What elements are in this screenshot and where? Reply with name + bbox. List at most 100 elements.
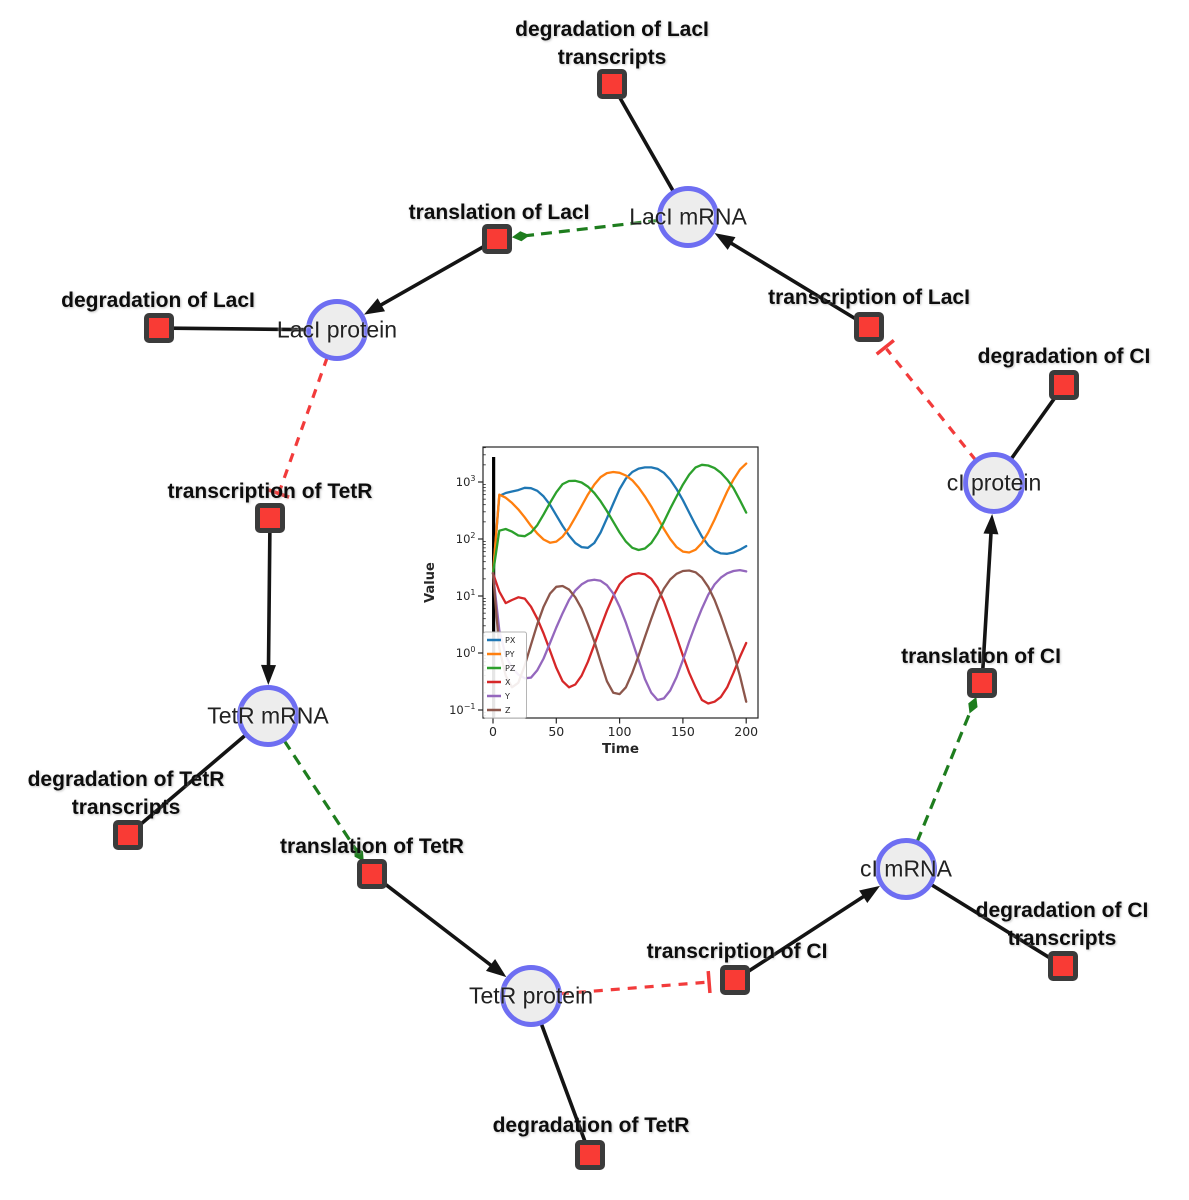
reaction-label-transl_tetr: translation of TetR <box>280 833 464 861</box>
legend-entry-Z: Z <box>505 706 511 715</box>
species-node-ci_mrna[interactable] <box>875 838 937 900</box>
reaction-label-deg_laci: degradation of LacI <box>61 287 255 315</box>
edge-laci_protein-deg_laci <box>170 326 310 332</box>
reaction-node-deg_laci[interactable] <box>144 313 174 343</box>
x-tick-label: 200 <box>734 724 758 739</box>
edge-tetr_mrna-deg_tetr_tx <box>136 732 248 829</box>
edge-ci_protein-deg_ci <box>1009 393 1059 462</box>
reaction-label-deg_laci_tx: degradation of LacI transcripts <box>515 16 709 72</box>
reaction-label-line: transcription of LacI <box>768 286 970 309</box>
reaction-label-deg_tetr: degradation of TetR <box>493 1112 690 1140</box>
reaction-label-line: degradation of CI <box>977 345 1151 368</box>
reaction-label-line: degradation of CI <box>975 899 1149 922</box>
legend-entry-PY: PY <box>505 650 515 659</box>
species-label-laci_mrna: LacI mRNA <box>629 203 747 230</box>
legend-entry-PZ: PZ <box>505 664 516 673</box>
chart-x-axis-label: Time <box>602 741 639 757</box>
species-node-tetr_protein[interactable] <box>500 965 562 1027</box>
chart-legend: PX PY PZ XYZ <box>483 631 527 719</box>
plot-frame <box>482 446 759 719</box>
species-node-laci_protein[interactable] <box>306 299 368 361</box>
edge-txn_laci-laci_mrna <box>714 233 860 323</box>
edge-transl_ci-ci_protein <box>980 513 999 672</box>
edge-txn_ci-ci_mrna <box>744 885 880 975</box>
edge-laci_protein-txn_tetr <box>267 356 329 499</box>
reaction-node-txn_laci[interactable] <box>854 312 884 342</box>
reaction-label-line: transcription of CI <box>646 940 828 963</box>
reaction-label-deg_tetr_tx: degradation of TetR transcripts <box>28 766 225 822</box>
reaction-label-transl_ci: translation of CI <box>901 643 1061 671</box>
x-tick-label: 50 <box>548 724 564 739</box>
reaction-node-deg_ci[interactable] <box>1049 370 1079 400</box>
reaction-node-deg_laci_tx[interactable] <box>597 69 627 99</box>
series-line-X <box>491 572 748 705</box>
reaction-node-deg_tetr[interactable] <box>575 1140 605 1170</box>
legend-entry-PX: PX <box>505 636 516 645</box>
reaction-label-line: transcripts <box>1007 927 1117 950</box>
species-node-laci_mrna[interactable] <box>657 186 719 248</box>
series-line-Y <box>491 568 748 702</box>
reaction-label-txn_ci: transcription of CI <box>647 938 828 966</box>
reaction-label-line: transcripts <box>557 46 667 69</box>
legend-entry-Y: Y <box>504 692 510 701</box>
reaction-node-transl_ci[interactable] <box>967 668 997 698</box>
reaction-label-line: translation of CI <box>901 645 1061 668</box>
species-node-tetr_mrna[interactable] <box>237 685 299 747</box>
chart-y-axis-label: Value <box>423 562 438 603</box>
edge-ci_protein-txn_laci <box>875 339 978 462</box>
reaction-label-line: degradation of LacI <box>61 289 255 312</box>
edge-ci_mrna-transl_ci <box>915 696 978 843</box>
reaction-label-deg_ci_tx: degradation of CI transcripts <box>976 897 1149 953</box>
species-label-ci_protein: cI protein <box>946 469 1042 496</box>
reaction-label-transl_laci: translation of LacI <box>409 199 590 227</box>
reaction-label-txn_tetr: transcription of TetR <box>168 478 373 506</box>
reaction-node-txn_tetr[interactable] <box>255 503 285 533</box>
arrowhead-icon <box>485 959 507 978</box>
edge-ci_mrna-deg_ci_tx <box>928 882 1054 961</box>
reaction-label-line: degradation of TetR <box>492 1114 690 1137</box>
reaction-label-line: translation of LacI <box>408 201 590 224</box>
series-line-PY <box>491 462 748 575</box>
edge-tetr_protein-deg_tetr <box>539 1021 588 1145</box>
reaction-node-transl_tetr[interactable] <box>357 859 387 889</box>
edge-laci_mrna-transl_laci <box>511 218 660 242</box>
edge-txn_tetr-tetr_mrna <box>261 529 277 686</box>
reaction-label-line: translation of TetR <box>280 835 464 858</box>
arrowhead-icon <box>261 664 277 686</box>
series-line-Z <box>491 569 748 703</box>
edge-laci_mrna-deg_laci_tx <box>616 93 676 194</box>
legend-entry-X: X <box>505 678 511 687</box>
edge-transl_tetr-tetr_protein <box>380 880 507 978</box>
arrowhead-icon <box>983 513 999 535</box>
reaction-label-line: transcripts <box>71 796 181 819</box>
arrowhead-icon <box>859 885 880 904</box>
edge-transl_laci-laci_protein <box>363 243 488 315</box>
inhibition-tee-icon <box>267 488 290 499</box>
reaction-node-txn_ci[interactable] <box>720 965 750 995</box>
edge-tetr_protein-txn_ci <box>559 970 712 996</box>
reaction-node-deg_tetr_tx[interactable] <box>113 820 143 850</box>
x-tick-label: 150 <box>671 724 695 739</box>
diamond-arrowhead-icon <box>511 231 530 242</box>
reaction-label-line: transcription of TetR <box>167 480 373 503</box>
species-node-ci_protein[interactable] <box>963 452 1025 514</box>
reaction-label-deg_ci: degradation of CI <box>978 343 1151 371</box>
x-tick-label: 100 <box>608 724 632 739</box>
reaction-label-line: degradation of LacI <box>515 18 709 41</box>
x-tick-label: 0 <box>489 724 497 739</box>
inhibition-tee-icon <box>875 339 895 356</box>
reaction-node-transl_laci[interactable] <box>482 224 512 254</box>
species-label-ci_mrna: cI mRNA <box>860 855 952 882</box>
species-label-tetr_mrna: TetR mRNA <box>207 702 329 729</box>
arrowhead-icon <box>714 233 736 250</box>
edge-tetr_mrna-transl_tetr <box>282 739 364 862</box>
diamond-arrowhead-icon <box>968 696 978 714</box>
reaction-node-deg_ci_tx[interactable] <box>1048 951 1078 981</box>
arrowhead-icon <box>363 298 386 315</box>
diamond-arrowhead-icon <box>353 846 364 862</box>
reaction-label-line: degradation of TetR <box>27 768 225 791</box>
inhibition-tee-icon <box>706 970 712 994</box>
